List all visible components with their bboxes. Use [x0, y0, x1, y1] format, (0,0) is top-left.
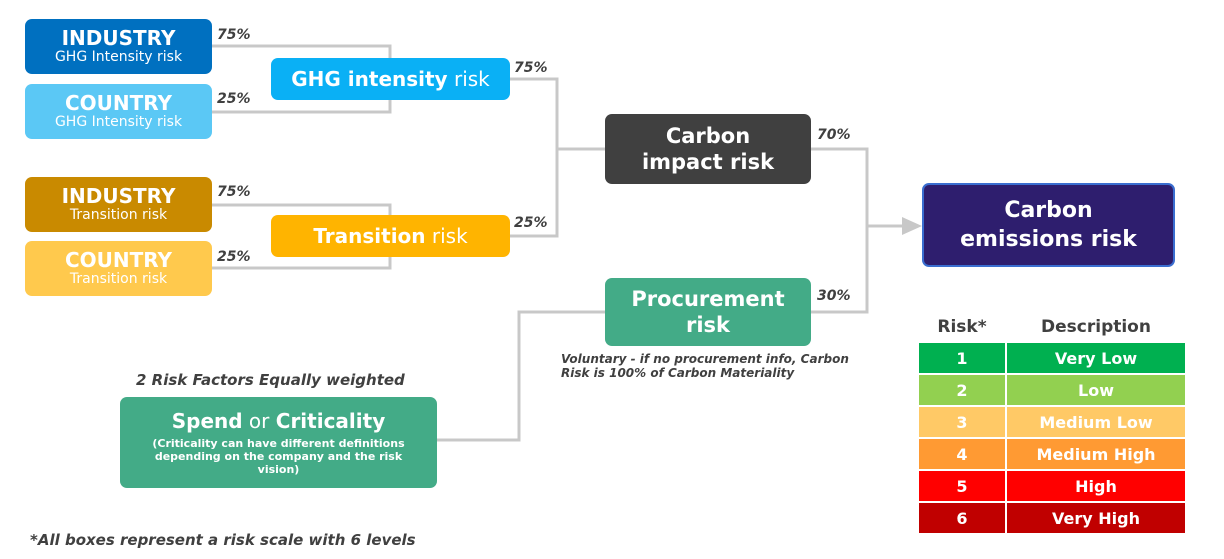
risk-description-cell: Medium Low [1005, 405, 1187, 439]
procurement-weight: 30% [817, 288, 851, 304]
procurement-line1: Procurement [631, 287, 785, 311]
country-ghg-subtitle: GHG Intensity risk [54, 114, 183, 130]
risk-description-cell: Very High [1005, 501, 1187, 535]
risk-row: 2 Low [917, 373, 1187, 407]
risk-description-cell: Medium High [1005, 437, 1187, 471]
carbon-impact-line2: impact risk [641, 150, 775, 174]
criticality-description: (Criticality can have different definiti… [152, 437, 405, 476]
risk-description-cell: High [1005, 469, 1187, 503]
carbon-emissions-box: Carbon emissions risk [922, 183, 1175, 267]
country-ghg-title: COUNTRY [64, 91, 173, 115]
industry-ghg-subtitle: GHG Intensity risk [54, 49, 183, 65]
carbon-impact-box: Carbon impact risk [605, 114, 811, 184]
risk-level-cell: 2 [917, 373, 1007, 407]
carbon-impact-weight: 70% [817, 127, 851, 143]
risk-row: 1 Very Low [917, 341, 1187, 375]
risk-level-cell: 6 [917, 501, 1007, 535]
carbon-impact-line1: Carbon [665, 124, 751, 148]
carbon-emissions-line1: Carbon [1004, 198, 1093, 223]
risk-table-header: Risk* Description [918, 313, 1186, 342]
risk-level-cell: 1 [917, 341, 1007, 375]
risk-description-cell: Very Low [1005, 341, 1187, 375]
risk-row: 5 High [917, 469, 1187, 503]
procurement-note: Voluntary - if no procurement info, Carb… [561, 352, 849, 380]
risk-scale-table: Risk* Description 1 Very Low 2 Low 3 Medium L… [917, 313, 1187, 535]
risk-level-cell: 3 [917, 405, 1007, 439]
country-transition-weight: 25% [217, 249, 251, 265]
country-transition-subtitle: Transition risk [69, 271, 168, 287]
procurement-line2: risk [685, 313, 731, 337]
industry-transition-weight: 75% [217, 184, 251, 200]
risk-row: 4 Medium High [917, 437, 1187, 471]
risk-column-header: Risk* [937, 317, 987, 337]
procurement-box: Procurement risk [605, 278, 811, 346]
ghg-intensity-label-bold: GHG intensity [291, 67, 448, 91]
carbon-emissions-line2: emissions risk [960, 227, 1137, 252]
spend-criticality-box: Spend or Criticality (Criticality can ha… [120, 397, 437, 488]
risk-row: 6 Very High [917, 501, 1187, 535]
spend-or-label: or [242, 409, 276, 433]
industry-ghg-box: INDUSTRY GHG Intensity risk [25, 19, 212, 74]
risk-row: 3 Medium Low [917, 405, 1187, 439]
description-column-header: Description [1041, 317, 1151, 337]
procurement-note-line1: Voluntary - if no procurement info, Carb… [561, 352, 849, 366]
industry-ghg-title: INDUSTRY [61, 26, 176, 50]
footnote: *All boxes represent a risk scale with 6… [30, 531, 416, 549]
industry-transition-title: INDUSTRY [61, 184, 176, 208]
country-transition-box: COUNTRY Transition risk [25, 241, 212, 296]
risk-level-cell: 5 [917, 469, 1007, 503]
spend-label: Spend [171, 409, 243, 433]
spend-heading: 2 Risk Factors Equally weighted [136, 371, 405, 389]
country-ghg-box: COUNTRY GHG Intensity risk [25, 84, 212, 139]
transition-label-bold: Transition [313, 224, 426, 248]
ghg-intensity-box: GHG intensity risk [271, 58, 510, 100]
country-transition-title: COUNTRY [64, 248, 173, 272]
transition-label-normal: risk [425, 224, 468, 248]
country-ghg-weight: 25% [217, 91, 251, 107]
industry-ghg-weight: 75% [217, 27, 251, 43]
transition-weight: 25% [514, 215, 548, 231]
industry-transition-subtitle: Transition risk [69, 207, 168, 223]
risk-level-cell: 4 [917, 437, 1007, 471]
risk-description-cell: Low [1005, 373, 1187, 407]
ghg-intensity-weight: 75% [514, 60, 548, 76]
ghg-intensity-label-normal: risk [447, 67, 490, 91]
criticality-label: Criticality [275, 409, 386, 433]
transition-box: Transition risk [271, 215, 510, 257]
industry-transition-box: INDUSTRY Transition risk [25, 177, 212, 232]
procurement-note-line2: Risk is 100% of Carbon Materiality [561, 366, 795, 380]
